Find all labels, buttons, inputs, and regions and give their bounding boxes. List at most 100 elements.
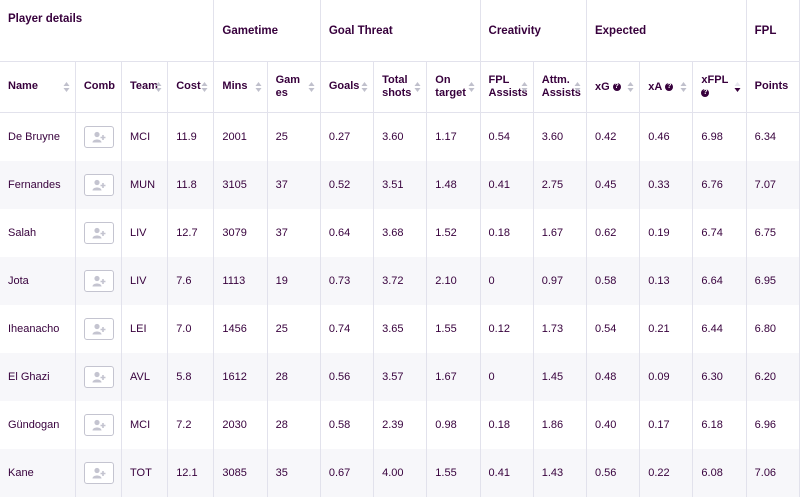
cell-name: Fernandes — [0, 161, 76, 209]
cell-team: MCI — [121, 112, 169, 161]
cell-on-target: 1.17 — [426, 112, 481, 161]
col-games-label: Games — [275, 74, 301, 99]
cell-comb — [75, 353, 123, 401]
col-fpl-assists[interactable]: FPL Assists — [480, 61, 534, 113]
add-to-comb-button[interactable] — [83, 126, 114, 148]
cell-xa: 0.46 — [639, 112, 694, 161]
cell-xfpl: 6.44 — [692, 305, 747, 353]
col-xg[interactable]: xG? — [586, 61, 641, 113]
col-on-target[interactable]: On target — [426, 61, 481, 113]
col-name-label: Name — [8, 80, 38, 93]
col-points[interactable]: Points — [746, 61, 800, 113]
cell-name: Jota — [0, 257, 76, 305]
cell-mins: 1612 — [213, 353, 268, 401]
cell-fpl-assists: 0.12 — [480, 305, 534, 353]
cell-comb — [75, 209, 123, 257]
cell-cost: 7.2 — [167, 401, 215, 449]
cell-cost: 11.9 — [167, 112, 215, 161]
column-header-row: Name Comb Team Cost Mins Games Goals Tot… — [0, 61, 800, 113]
cell-team: TOT — [121, 449, 169, 497]
help-icon[interactable]: ? — [612, 82, 621, 91]
cell-mins: 2001 — [213, 112, 268, 161]
col-cost[interactable]: Cost — [167, 61, 215, 113]
table-row: Iheanacho LEI 7.0 1456 25 0.74 3.65 1.55 0.12 1.7… — [0, 305, 800, 353]
cell-on-target: 2.10 — [426, 257, 481, 305]
cell-xa: 0.17 — [639, 401, 694, 449]
cell-name: Gündogan — [0, 401, 76, 449]
table-row: Gündogan MCI 7.2 2030 28 0.58 2.39 0.98 0.18 1.86… — [0, 401, 800, 449]
cell-points: 6.20 — [746, 353, 800, 401]
cell-xg: 0.58 — [586, 257, 641, 305]
cell-mins: 3085 — [213, 449, 268, 497]
help-icon[interactable]: ? — [665, 82, 674, 91]
cell-attm-assists: 1.73 — [533, 305, 587, 353]
group-goal-threat: Goal Threat — [320, 0, 481, 62]
col-fpl-assists-label: FPL Assists — [488, 74, 528, 99]
add-user-icon — [92, 227, 106, 239]
cell-on-target: 1.67 — [426, 353, 481, 401]
col-xa[interactable]: xA? — [639, 61, 694, 113]
cell-team: LEI — [121, 305, 169, 353]
cell-cost: 11.8 — [167, 161, 215, 209]
cell-goals: 0.56 — [320, 353, 375, 401]
add-user-icon — [92, 131, 106, 143]
sort-icon — [414, 81, 421, 93]
add-to-comb-button[interactable] — [83, 366, 114, 388]
table-row: Salah LIV 12.7 3079 37 0.64 3.68 1.52 0.18 1.67 0.… — [0, 209, 800, 257]
cell-mins: 3079 — [213, 209, 268, 257]
add-to-comb-button[interactable] — [83, 318, 114, 340]
cell-total-shots: 2.39 — [373, 401, 428, 449]
col-attm-assists[interactable]: Attm. Assists — [533, 61, 587, 113]
add-to-comb-button[interactable] — [83, 222, 114, 244]
cell-comb — [75, 401, 123, 449]
sort-icon — [627, 81, 634, 93]
col-games[interactable]: Games — [267, 61, 321, 113]
cell-xg: 0.42 — [586, 112, 641, 161]
add-to-comb-button[interactable] — [83, 414, 114, 436]
col-on-target-label: On target — [435, 74, 466, 99]
cell-goals: 0.74 — [320, 305, 375, 353]
cell-xa: 0.09 — [639, 353, 694, 401]
sort-desc-active-icon — [734, 81, 741, 93]
col-total-shots[interactable]: Total shots — [373, 61, 428, 113]
cell-goals: 0.27 — [320, 112, 375, 161]
sort-icon — [308, 81, 315, 93]
sort-icon — [63, 81, 70, 93]
group-expected: Expected — [586, 0, 747, 62]
group-gametime: Gametime — [213, 0, 321, 62]
cell-points: 6.95 — [746, 257, 800, 305]
cell-games: 37 — [267, 209, 321, 257]
table-row: De Bruyne MCI 11.9 2001 25 0.27 3.60 1.17 0.54 3.… — [0, 112, 800, 161]
cell-fpl-assists: 0 — [480, 353, 534, 401]
sort-icon — [574, 81, 581, 93]
cell-goals: 0.73 — [320, 257, 375, 305]
col-xfpl-label: xFPL — [701, 74, 729, 86]
cell-xa: 0.21 — [639, 305, 694, 353]
add-to-comb-button[interactable] — [83, 270, 114, 292]
cell-xa: 0.13 — [639, 257, 694, 305]
cell-on-target: 1.55 — [426, 305, 481, 353]
cell-mins: 1456 — [213, 305, 268, 353]
add-to-comb-button[interactable] — [83, 174, 114, 196]
cell-attm-assists: 1.86 — [533, 401, 587, 449]
table-row: Fernandes MUN 11.8 3105 37 0.52 3.51 1.48 0.41 2.… — [0, 161, 800, 209]
cell-on-target: 0.98 — [426, 401, 481, 449]
col-xfpl[interactable]: xFPL? — [692, 61, 747, 113]
add-to-comb-button[interactable] — [83, 462, 114, 484]
cell-goals: 0.58 — [320, 401, 375, 449]
cell-xfpl: 6.76 — [692, 161, 747, 209]
help-icon[interactable]: ? — [701, 89, 710, 98]
col-team[interactable]: Team — [121, 61, 169, 113]
cell-points: 7.06 — [746, 449, 800, 497]
table-row: El Ghazi AVL 5.8 1612 28 0.56 3.57 1.67 0 1.45 0.4… — [0, 353, 800, 401]
col-goals[interactable]: Goals — [320, 61, 375, 113]
table-row: Kane TOT 12.1 3085 35 0.67 4.00 1.55 0.41 1.43 0.5… — [0, 449, 800, 497]
col-mins[interactable]: Mins — [213, 61, 268, 113]
col-xa-label: xA — [648, 80, 663, 93]
col-name[interactable]: Name — [0, 61, 76, 113]
cell-name: El Ghazi — [0, 353, 76, 401]
cell-mins: 1113 — [213, 257, 268, 305]
cell-on-target: 1.52 — [426, 209, 481, 257]
cell-fpl-assists: 0.41 — [480, 161, 534, 209]
cell-points: 6.34 — [746, 112, 800, 161]
